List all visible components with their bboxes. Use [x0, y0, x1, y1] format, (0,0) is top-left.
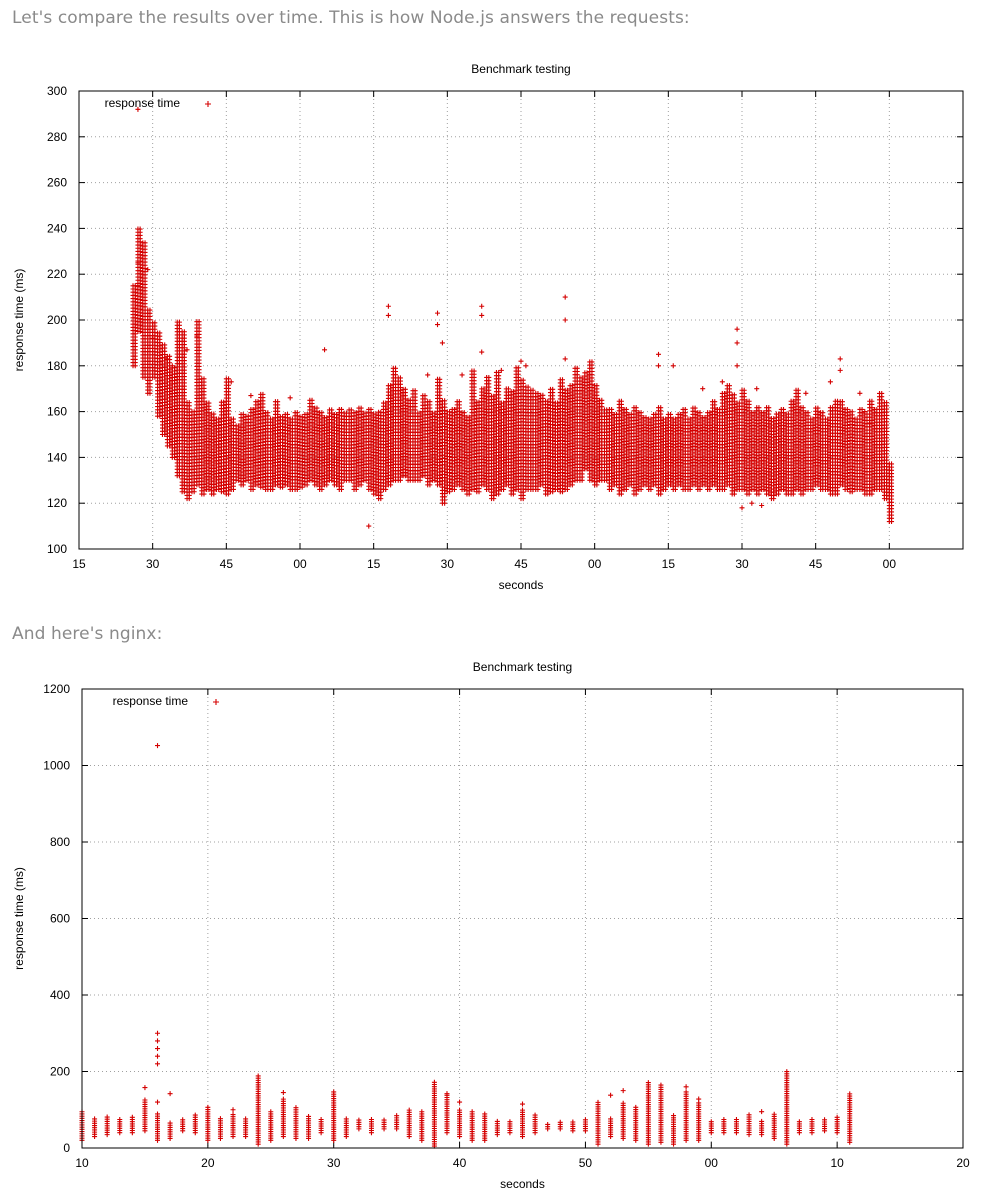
- data-point: [181, 329, 187, 335]
- data-points: [130, 106, 895, 529]
- x-tick-label: 45: [514, 557, 528, 571]
- data-point: [196, 319, 202, 325]
- y-tick-label: 100: [47, 542, 67, 556]
- x-tick-label: 00: [293, 557, 307, 571]
- y-tick-label: 220: [47, 267, 67, 281]
- x-tick-label: 45: [809, 557, 823, 571]
- x-tick-label: 30: [735, 557, 749, 571]
- chart-title: Benchmark testing: [471, 62, 570, 76]
- node-benchmark-chart: 100 120 140 160 180 200 220 240 260 280 300 15 30 45 0…: [12, 62, 964, 592]
- x-tick-label: 15: [367, 557, 381, 571]
- y-tick-label: 260: [47, 176, 67, 190]
- data-point: [142, 240, 148, 246]
- x-tick-label: 00: [588, 557, 602, 571]
- x-tick-label: 30: [146, 557, 160, 571]
- intro-paragraph-node: Let's compare the results over time. Thi…: [12, 8, 690, 28]
- data-point: [147, 307, 153, 313]
- y-tick-label: 120: [47, 496, 67, 510]
- y-tick-label: 240: [47, 221, 67, 235]
- y-axis-label: response time (ms): [12, 269, 26, 372]
- data-point: [176, 319, 182, 325]
- data-point: [186, 400, 192, 406]
- data-point: [137, 226, 143, 232]
- x-tick-label: 15: [662, 557, 676, 571]
- y-tick-label: 300: [47, 84, 67, 98]
- data-point: [157, 330, 163, 336]
- data-point: [167, 353, 173, 359]
- y-tick-label: 140: [47, 450, 67, 464]
- y-tick-label: 160: [47, 405, 67, 419]
- x-tick-label: 45: [220, 557, 234, 571]
- data-point: [152, 320, 158, 326]
- x-tick-label: 15: [72, 557, 86, 571]
- x-tick-label: 00: [883, 557, 897, 571]
- x-tick-label: 30: [441, 557, 455, 571]
- x-axis-label: seconds: [499, 578, 544, 592]
- y-tick-label: 200: [47, 313, 67, 327]
- data-point: [162, 342, 168, 348]
- y-tick-label: 280: [47, 130, 67, 144]
- y-tick-label: 180: [47, 359, 67, 373]
